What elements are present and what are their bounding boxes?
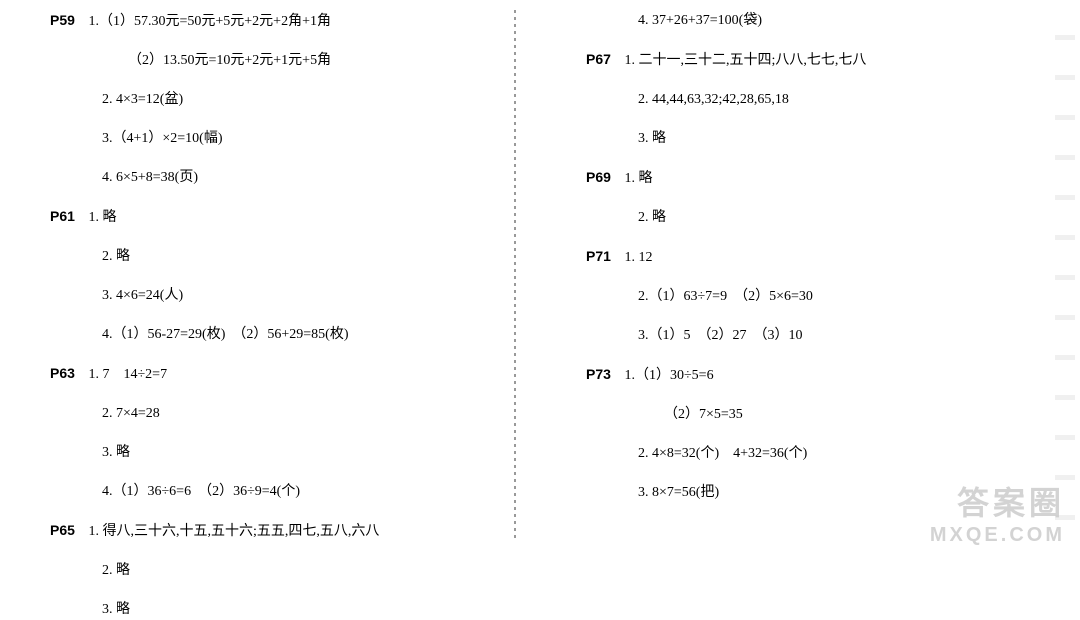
answer-text: 1. 略	[625, 171, 653, 186]
page-ref: P61	[50, 206, 85, 227]
answer-line: P63 1. 7 14÷2=7	[50, 363, 484, 385]
answer-line: 2. 7×4=28	[50, 403, 484, 424]
answer-line: 3. 略	[50, 599, 484, 620]
answer-text: 1. 二十一,三十二,五十四;八八,七七,七八	[625, 53, 867, 68]
answer-line: P69 1. 略	[586, 167, 1020, 189]
column-divider	[514, 10, 516, 542]
page-ref: P59	[50, 10, 85, 31]
answer-text: 1. 略	[89, 210, 117, 225]
answer-line: 2. 44,44,63,32;42,28,65,18	[586, 89, 1020, 110]
watermark: 答案圈 MXQE.COM	[930, 478, 1065, 547]
page-container: P59 1.（1）57.30元=50元+5元+2元+2角+1角 （2）13.50…	[0, 0, 1080, 552]
answer-line: P67 1. 二十一,三十二,五十四;八八,七七,七八	[586, 49, 1020, 71]
answer-line: 3.（4+1）×2=10(幅)	[50, 128, 484, 149]
answer-line: P71 1. 12	[586, 246, 1020, 268]
watermark-title: 答案圈	[930, 478, 1065, 524]
answer-line: 3. 4×6=24(人)	[50, 285, 484, 306]
page-ref: P65	[50, 520, 85, 541]
answer-text: 1.（1）57.30元=50元+5元+2元+2角+1角	[89, 14, 331, 29]
answer-line: 2. 4×3=12(盆)	[50, 89, 484, 110]
answer-line: 3. 略	[50, 442, 484, 463]
right-column: 4. 37+26+37=100(袋) P67 1. 二十一,三十二,五十四;八八…	[526, 10, 1040, 542]
page-ref: P69	[586, 167, 621, 188]
answer-line: 2. 略	[50, 246, 484, 267]
answer-line: 4. 6×5+8=38(页)	[50, 167, 484, 188]
answer-text: 1. 得八,三十六,十五,五十六;五五,四七,五八,六八	[89, 524, 380, 539]
answer-line: P59 1.（1）57.30元=50元+5元+2元+2角+1角	[50, 10, 484, 32]
answer-line: 2.（1）63÷7=9 （2）5×6=30	[586, 286, 1020, 307]
answer-line: 2. 略	[50, 560, 484, 581]
answer-line: （2）13.50元=10元+2元+1元+5角	[50, 50, 484, 71]
answer-line: P73 1.（1）30÷5=6	[586, 364, 1020, 386]
answer-text: 1.（1）30÷5=6	[625, 368, 714, 383]
answer-line: 2. 略	[586, 207, 1020, 228]
answer-line: 4.（1）36÷6=6 （2）36÷9=4(个)	[50, 481, 484, 502]
answer-text: 1. 7 14÷2=7	[89, 367, 168, 382]
answer-line: 2. 4×8=32(个) 4+32=36(个)	[586, 443, 1020, 464]
left-column: P59 1.（1）57.30元=50元+5元+2元+2角+1角 （2）13.50…	[50, 10, 504, 542]
right-edge-decoration	[1055, 0, 1075, 552]
answer-line: 3.（1）5 （2）27 （3）10	[586, 325, 1020, 346]
answer-line: P61 1. 略	[50, 206, 484, 228]
answer-line: 4. 37+26+37=100(袋)	[586, 10, 1020, 31]
page-ref: P63	[50, 363, 85, 384]
answer-line: 4.（1）56-27=29(枚) （2）56+29=85(枚)	[50, 324, 484, 345]
page-ref: P73	[586, 364, 621, 385]
watermark-url: MXQE.COM	[930, 524, 1065, 547]
answer-line: P65 1. 得八,三十六,十五,五十六;五五,四七,五八,六八	[50, 520, 484, 542]
page-ref: P67	[586, 49, 621, 70]
answer-line: （2）7×5=35	[586, 404, 1020, 425]
answer-text: 1. 12	[625, 250, 653, 265]
answer-line: 3. 略	[586, 128, 1020, 149]
page-ref: P71	[586, 246, 621, 267]
